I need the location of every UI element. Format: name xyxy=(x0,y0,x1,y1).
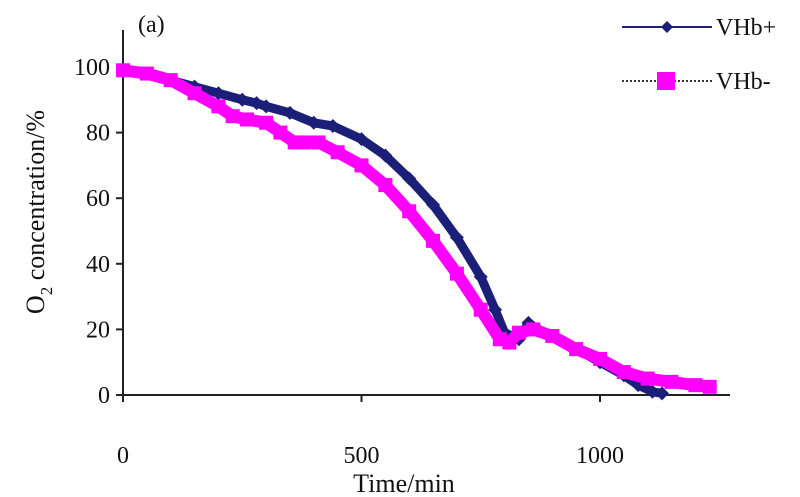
x-tick-label: 1000 xyxy=(576,443,624,469)
data-point-vhb-plus xyxy=(655,386,670,401)
data-point-vhb-plus xyxy=(402,171,417,186)
data-point-vhb-minus xyxy=(473,302,488,317)
data-point-vhb-minus xyxy=(449,266,464,281)
x-tick-label: 500 xyxy=(344,443,380,469)
legend-marker-vhb-minus xyxy=(657,72,675,90)
data-point-vhb-minus xyxy=(311,135,326,150)
data-point-vhb-minus xyxy=(688,378,703,393)
legend: VHb+ VHb- xyxy=(622,15,776,95)
data-point-vhb-minus xyxy=(426,233,441,248)
data-point-vhb-plus xyxy=(259,99,274,114)
data-point-vhb-minus xyxy=(640,371,655,386)
data-point-vhb-plus xyxy=(235,92,250,107)
data-point-vhb-plus xyxy=(211,86,226,101)
y-axis-title-suffix: concentration/% xyxy=(21,110,50,287)
data-point-vhb-minus xyxy=(545,328,560,343)
data-point-vhb-plus xyxy=(426,197,441,212)
axes xyxy=(122,30,730,396)
y-axis-title-prefix: O xyxy=(21,295,50,314)
data-point-vhb-minus xyxy=(664,374,679,389)
data-point-vhb-minus xyxy=(616,365,631,380)
data-point-vhb-minus xyxy=(139,66,154,81)
y-tick-label: 0 xyxy=(98,383,110,409)
data-point-vhb-plus xyxy=(282,105,297,120)
data-point-vhb-plus xyxy=(449,230,464,245)
data-point-vhb-minus xyxy=(569,342,584,357)
data-point-vhb-plus xyxy=(354,132,369,147)
data-point-vhb-plus xyxy=(306,115,321,130)
data-point-vhb-minus xyxy=(273,125,288,140)
panel-label: (a) xyxy=(138,12,165,38)
data-point-vhb-minus xyxy=(187,86,202,101)
series-line-vhb-minus xyxy=(117,64,716,393)
data-point-vhb-plus xyxy=(645,384,660,399)
y-axis-title-subscript: 2 xyxy=(37,287,56,296)
legend-item-vhb-minus: VHb- xyxy=(622,69,771,95)
data-point-vhb-minus xyxy=(526,322,541,337)
data-point-vhb-minus xyxy=(378,178,393,193)
y-tick-label: 40 xyxy=(86,252,110,278)
data-point-vhb-minus xyxy=(511,325,526,340)
y-tick-label: 80 xyxy=(86,121,110,147)
data-point-vhb-minus xyxy=(259,115,274,130)
data-point-vhb-minus xyxy=(211,99,226,114)
data-point-vhb-minus xyxy=(702,379,717,394)
x-tick-label: 0 xyxy=(117,443,129,469)
data-point-vhb-minus xyxy=(593,351,607,366)
y-axis-title: O2 concentration/% xyxy=(21,110,56,314)
data-point-vhb-plus xyxy=(488,302,503,317)
data-point-vhb-plus xyxy=(325,119,340,134)
legend-item-vhb-plus: VHb+ xyxy=(622,15,776,41)
x-axis-title: Time/min xyxy=(353,469,455,497)
data-point-vhb-minus xyxy=(240,112,255,127)
data-point-vhb-minus xyxy=(297,135,312,150)
data-point-vhb-minus xyxy=(163,73,178,88)
legend-marker-vhb-plus xyxy=(661,21,673,33)
data-point-vhb-minus xyxy=(330,145,345,160)
data-point-vhb-minus xyxy=(402,204,417,219)
y-tick-label: 60 xyxy=(86,186,110,212)
y-tick-label: 100 xyxy=(74,55,110,81)
data-point-vhb-minus xyxy=(116,63,130,78)
data-point-vhb-minus xyxy=(225,109,240,124)
legend-label-vhb-plus: VHb+ xyxy=(716,15,776,41)
data-point-vhb-plus xyxy=(473,269,488,284)
series-layer xyxy=(116,63,717,401)
legend-label-vhb-minus: VHb- xyxy=(716,69,771,95)
y-tick-label: 20 xyxy=(86,317,110,343)
data-point-vhb-plus xyxy=(378,148,393,163)
data-point-vhb-minus xyxy=(354,158,369,173)
